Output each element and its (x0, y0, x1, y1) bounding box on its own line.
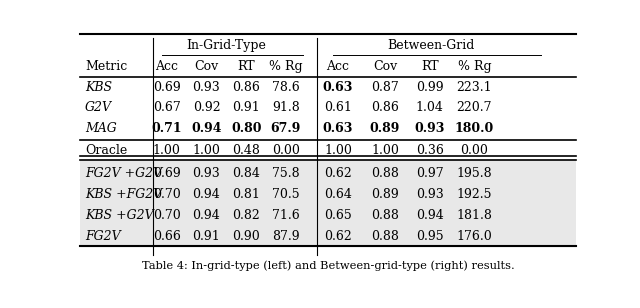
Text: Oracle: Oracle (85, 144, 127, 156)
Text: 1.00: 1.00 (153, 144, 180, 156)
Text: 0.87: 0.87 (371, 80, 399, 94)
Text: % Rg: % Rg (458, 60, 491, 73)
Text: 0.91: 0.91 (232, 101, 260, 114)
Text: 0.67: 0.67 (153, 101, 180, 114)
Text: 0.93: 0.93 (193, 167, 220, 180)
Text: 75.8: 75.8 (272, 167, 300, 180)
Text: 0.61: 0.61 (324, 101, 352, 114)
Text: KBS +FG2V: KBS +FG2V (85, 188, 162, 201)
Bar (80, 160, 576, 246)
Text: 0.94: 0.94 (416, 209, 444, 222)
Text: 1.00: 1.00 (193, 144, 220, 156)
Text: 195.8: 195.8 (456, 167, 492, 180)
Text: 0.94: 0.94 (193, 209, 220, 222)
Text: 0.65: 0.65 (324, 209, 352, 222)
Text: 1.04: 1.04 (416, 101, 444, 114)
Text: 0.93: 0.93 (193, 80, 220, 94)
Text: 0.66: 0.66 (153, 230, 180, 243)
Text: 67.9: 67.9 (271, 122, 301, 135)
Text: 0.89: 0.89 (371, 188, 399, 201)
Text: 0.90: 0.90 (232, 230, 260, 243)
Text: RT: RT (237, 60, 255, 73)
Text: G2V: G2V (85, 101, 112, 114)
Text: 192.5: 192.5 (456, 188, 492, 201)
Text: KBS +G2V: KBS +G2V (85, 209, 154, 222)
Text: 0.91: 0.91 (193, 230, 220, 243)
Text: 0.69: 0.69 (153, 80, 180, 94)
Text: Acc: Acc (156, 60, 179, 73)
Text: Cov: Cov (195, 60, 219, 73)
Text: Cov: Cov (373, 60, 397, 73)
Text: 0.00: 0.00 (272, 144, 300, 156)
Text: 0.93: 0.93 (416, 188, 444, 201)
Text: FG2V +G2V: FG2V +G2V (85, 167, 162, 180)
Text: 181.8: 181.8 (456, 209, 492, 222)
Text: 0.89: 0.89 (370, 122, 400, 135)
Text: 0.88: 0.88 (371, 209, 399, 222)
Text: 0.36: 0.36 (416, 144, 444, 156)
Text: 0.80: 0.80 (231, 122, 261, 135)
Text: 0.99: 0.99 (416, 80, 444, 94)
Text: 71.6: 71.6 (272, 209, 300, 222)
Text: 223.1: 223.1 (456, 80, 492, 94)
Text: 0.00: 0.00 (460, 144, 488, 156)
Text: 1.00: 1.00 (324, 144, 352, 156)
Text: 0.88: 0.88 (371, 167, 399, 180)
Text: 0.70: 0.70 (153, 209, 180, 222)
Text: 70.5: 70.5 (272, 188, 300, 201)
Text: 0.93: 0.93 (415, 122, 445, 135)
Text: 0.92: 0.92 (193, 101, 220, 114)
Text: 0.94: 0.94 (191, 122, 221, 135)
Text: In-Grid-Type: In-Grid-Type (186, 39, 266, 52)
Text: Table 4: In-grid-type (left) and Between-grid-type (right) results.: Table 4: In-grid-type (left) and Between… (141, 260, 515, 271)
Text: KBS: KBS (85, 80, 112, 94)
Text: 0.86: 0.86 (371, 101, 399, 114)
Text: 0.82: 0.82 (232, 209, 260, 222)
Text: % Rg: % Rg (269, 60, 303, 73)
Text: 0.69: 0.69 (153, 167, 180, 180)
Text: 220.7: 220.7 (456, 101, 492, 114)
Text: 0.48: 0.48 (232, 144, 260, 156)
Text: 0.84: 0.84 (232, 167, 260, 180)
Text: 0.81: 0.81 (232, 188, 260, 201)
Text: 87.9: 87.9 (272, 230, 300, 243)
Text: 91.8: 91.8 (272, 101, 300, 114)
Text: 0.94: 0.94 (193, 188, 220, 201)
Text: Acc: Acc (326, 60, 349, 73)
Text: 0.70: 0.70 (153, 188, 180, 201)
Text: 176.0: 176.0 (456, 230, 492, 243)
Text: 0.62: 0.62 (324, 167, 352, 180)
Text: Between-Grid: Between-Grid (387, 39, 475, 52)
Text: 1.00: 1.00 (371, 144, 399, 156)
Text: 0.88: 0.88 (371, 230, 399, 243)
Text: 0.63: 0.63 (323, 80, 353, 94)
Text: 180.0: 180.0 (454, 122, 494, 135)
Text: FG2V: FG2V (85, 230, 120, 243)
Text: 0.71: 0.71 (152, 122, 182, 135)
Text: 0.97: 0.97 (416, 167, 444, 180)
Text: 78.6: 78.6 (272, 80, 300, 94)
Text: 0.86: 0.86 (232, 80, 260, 94)
Text: RT: RT (421, 60, 438, 73)
Text: 0.64: 0.64 (324, 188, 352, 201)
Text: 0.63: 0.63 (323, 122, 353, 135)
Text: 0.95: 0.95 (416, 230, 444, 243)
Text: Metric: Metric (85, 60, 127, 73)
Text: MAG: MAG (85, 122, 116, 135)
Text: 0.62: 0.62 (324, 230, 352, 243)
